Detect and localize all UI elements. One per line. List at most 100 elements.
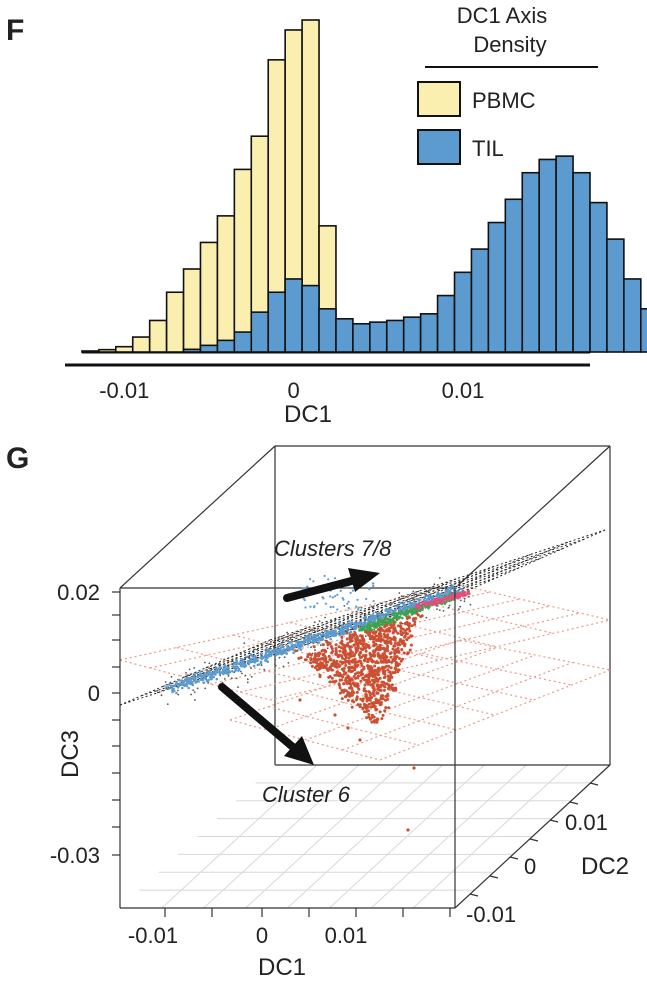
- scatter-point-green: [378, 625, 381, 628]
- scatter-point-til: [259, 652, 263, 656]
- scatter-point-til: [214, 673, 217, 676]
- scatter-point-cluster6: [376, 684, 380, 688]
- scatter-point-cluster6: [376, 701, 380, 705]
- scatter-point-cluster6: [369, 705, 373, 709]
- scatter-point-other: [400, 595, 403, 598]
- scatter-point-til: [336, 608, 339, 611]
- scatter-point-cluster6: [304, 658, 308, 662]
- scatter-point-cluster6: [367, 713, 371, 716]
- scatter-point-til: [231, 670, 234, 673]
- scatter-point-other: [246, 681, 249, 684]
- scatter-point-cluster6: [344, 654, 348, 658]
- scatter-point-til: [228, 669, 231, 673]
- scatter-point-cluster6: [367, 646, 371, 650]
- scatter-point-green: [416, 609, 420, 612]
- scatter-point-cluster6: [363, 683, 367, 687]
- scatter-point-cluster6: [369, 683, 373, 687]
- scatter-point-cluster6: [359, 679, 363, 683]
- scatter-point-cluster6: [389, 642, 393, 645]
- scatter-point-cluster6: [320, 649, 324, 653]
- scatter-point-til: [449, 587, 453, 591]
- scatter-point-cluster6: [399, 633, 403, 636]
- scatter-point-til: [195, 680, 198, 684]
- scatter-point-cluster6: [334, 679, 338, 683]
- scatter-point-til: [423, 595, 426, 599]
- dc3-tick-label: 0: [88, 681, 100, 706]
- scatter-point-clusters78: [417, 603, 420, 606]
- scatter-point-other: [433, 583, 436, 586]
- scatter-point-cluster6: [381, 713, 385, 717]
- scatter-point-cluster6: [391, 631, 395, 635]
- scatter-point-til: [389, 610, 392, 614]
- scatter-point-til: [193, 673, 197, 677]
- scatter-point-til: [187, 681, 191, 684]
- scatter-point-other: [254, 648, 256, 651]
- scatter-point-til: [307, 636, 311, 639]
- scatter-point-til: [303, 587, 307, 590]
- scatter-point-cluster6: [371, 686, 375, 689]
- scatter-point-til: [323, 574, 326, 578]
- scatter-point-cluster6: [384, 664, 388, 668]
- scatter-point-cluster6: [329, 658, 333, 662]
- scatter-point-green: [389, 621, 392, 625]
- scatter-point-cluster6: [343, 645, 347, 649]
- scatter-point-cluster6: [353, 663, 357, 667]
- scatter-point-cluster6: [376, 679, 380, 683]
- scatter-point-cluster6: [414, 617, 418, 620]
- scatter-point-green: [409, 610, 413, 614]
- scatter-point-cluster6: [375, 708, 379, 711]
- scatter-point-other: [349, 614, 352, 617]
- scatter-point-cluster6: [367, 675, 371, 679]
- scatter-point-cluster6: [392, 657, 396, 661]
- scatter-point-cluster6: [341, 660, 345, 664]
- scatter-point-cluster6: [348, 667, 352, 671]
- scatter-point-til: [175, 691, 178, 695]
- scatter-point-cluster6: [391, 647, 395, 651]
- scatter-point-til: [444, 589, 448, 593]
- scatter-point-other: [401, 622, 404, 625]
- scatter-point-til: [378, 615, 381, 619]
- scatter-point-til: [358, 621, 362, 625]
- scatter-point-cluster6: [294, 649, 298, 653]
- histogram-bar-til: [521, 171, 540, 353]
- scatter-point-cluster6: [386, 668, 390, 672]
- scatter-point-cluster6: [341, 656, 344, 660]
- scatter-point-til: [323, 629, 327, 632]
- scatter-point-cluster6: [367, 672, 371, 676]
- histogram-bar-til: [589, 201, 608, 353]
- scatter-point-clusters78: [435, 600, 439, 604]
- scatter-point-til: [209, 677, 213, 681]
- scatter-point-cluster6: [339, 646, 343, 650]
- scatter-point-other: [196, 687, 199, 690]
- scatter-point-cluster6: [359, 673, 363, 677]
- scatter-point-til: [376, 612, 379, 615]
- scatter-point-cluster6: [353, 657, 357, 661]
- scatter-point-cluster6: [318, 652, 322, 656]
- scatter-point-til: [327, 578, 330, 581]
- scatter-point-cluster6: [342, 682, 346, 686]
- scatter-point-cluster6: [341, 690, 345, 694]
- scatter-point-cluster6: [346, 698, 350, 702]
- scatter-point-til: [347, 600, 350, 603]
- scatter-point-cluster6: [380, 717, 384, 721]
- scatter-point-green: [421, 608, 424, 611]
- scatter-point-til: [293, 643, 297, 647]
- scatter-point-til: [278, 650, 281, 654]
- scatter-point-green: [401, 616, 404, 620]
- scatter-point-til: [303, 599, 306, 602]
- scatter-point-cluster6: [344, 678, 348, 682]
- scatter-point-cluster6: [376, 670, 380, 673]
- scatter-point-til: [246, 655, 249, 659]
- scatter-point-cluster6: [385, 628, 389, 632]
- scatter-point-other: [267, 643, 270, 646]
- scatter-point-cluster6: [346, 691, 350, 694]
- scatter-point-til: [243, 665, 246, 669]
- scatter-point-til: [313, 605, 316, 608]
- scatter-point-cluster6: [405, 638, 409, 642]
- scatter-point-til: [215, 666, 218, 670]
- scatter-point-til: [389, 608, 393, 611]
- dc2-tick-label: 0: [524, 854, 536, 879]
- scatter-point-cluster6: [388, 651, 392, 655]
- histogram-bar-til: [216, 339, 236, 353]
- scatter-point-cluster6: [394, 668, 398, 672]
